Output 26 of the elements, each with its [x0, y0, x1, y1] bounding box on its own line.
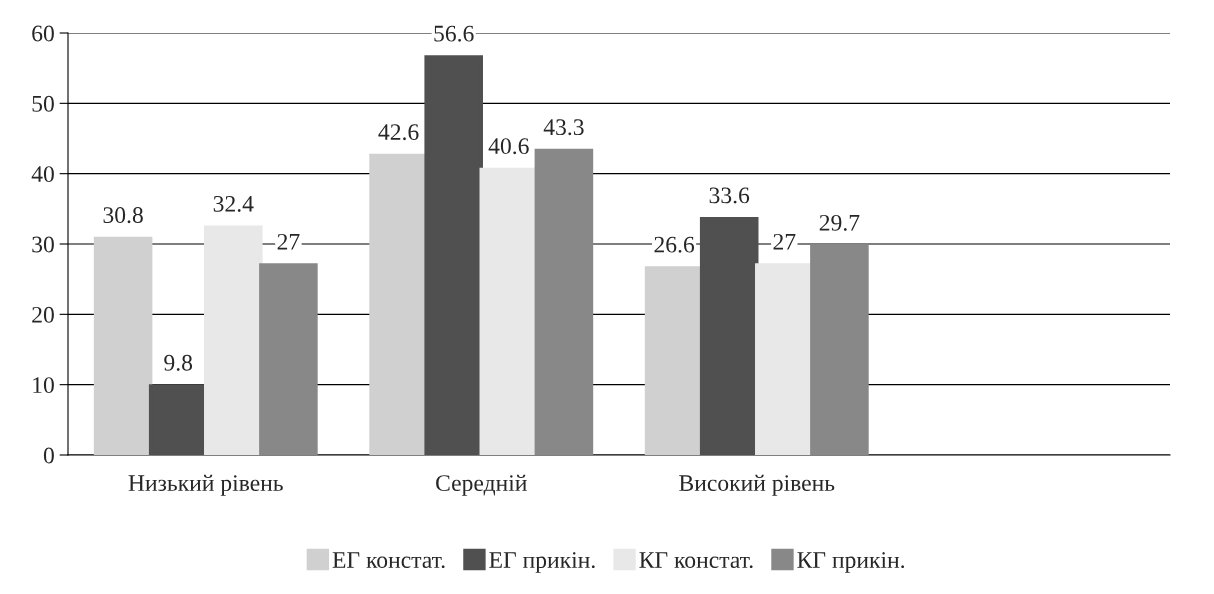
x-tick-label: Середній [436, 474, 527, 496]
data-label: 29.7 [819, 214, 860, 231]
data-label: 27 [277, 233, 300, 250]
data-label: 56.6 [434, 25, 474, 42]
data-label: 27 [773, 233, 796, 250]
legend-label: КГ констат. [639, 552, 753, 569]
data-label: 32.4 [213, 195, 254, 212]
y-tick-label: 0 [43, 447, 54, 464]
legend-label: КГ прикін. [797, 552, 905, 573]
x-tick-label: Низький рівень [128, 474, 283, 496]
data-label: 9.8 [164, 354, 193, 371]
data-label: 40.6 [488, 138, 529, 155]
legend-label: ЕГ прикін. [489, 552, 595, 573]
data-label: 42.6 [378, 124, 419, 141]
legend-label: ЕГ констат. [332, 552, 445, 569]
y-tick-label: 50 [32, 95, 54, 112]
data-label: 33.6 [709, 187, 750, 204]
x-tick-label: Високий рівень [679, 474, 835, 496]
data-label: 26.6 [654, 236, 695, 253]
y-tick-label: 40 [31, 166, 54, 183]
y-tick-label: 20 [32, 306, 54, 323]
data-label: 30.8 [103, 207, 143, 224]
y-tick-label: 30 [32, 236, 54, 253]
data-label: 43.3 [543, 119, 584, 136]
y-tick-label: 60 [32, 25, 54, 42]
y-tick-label: 10 [33, 377, 54, 394]
